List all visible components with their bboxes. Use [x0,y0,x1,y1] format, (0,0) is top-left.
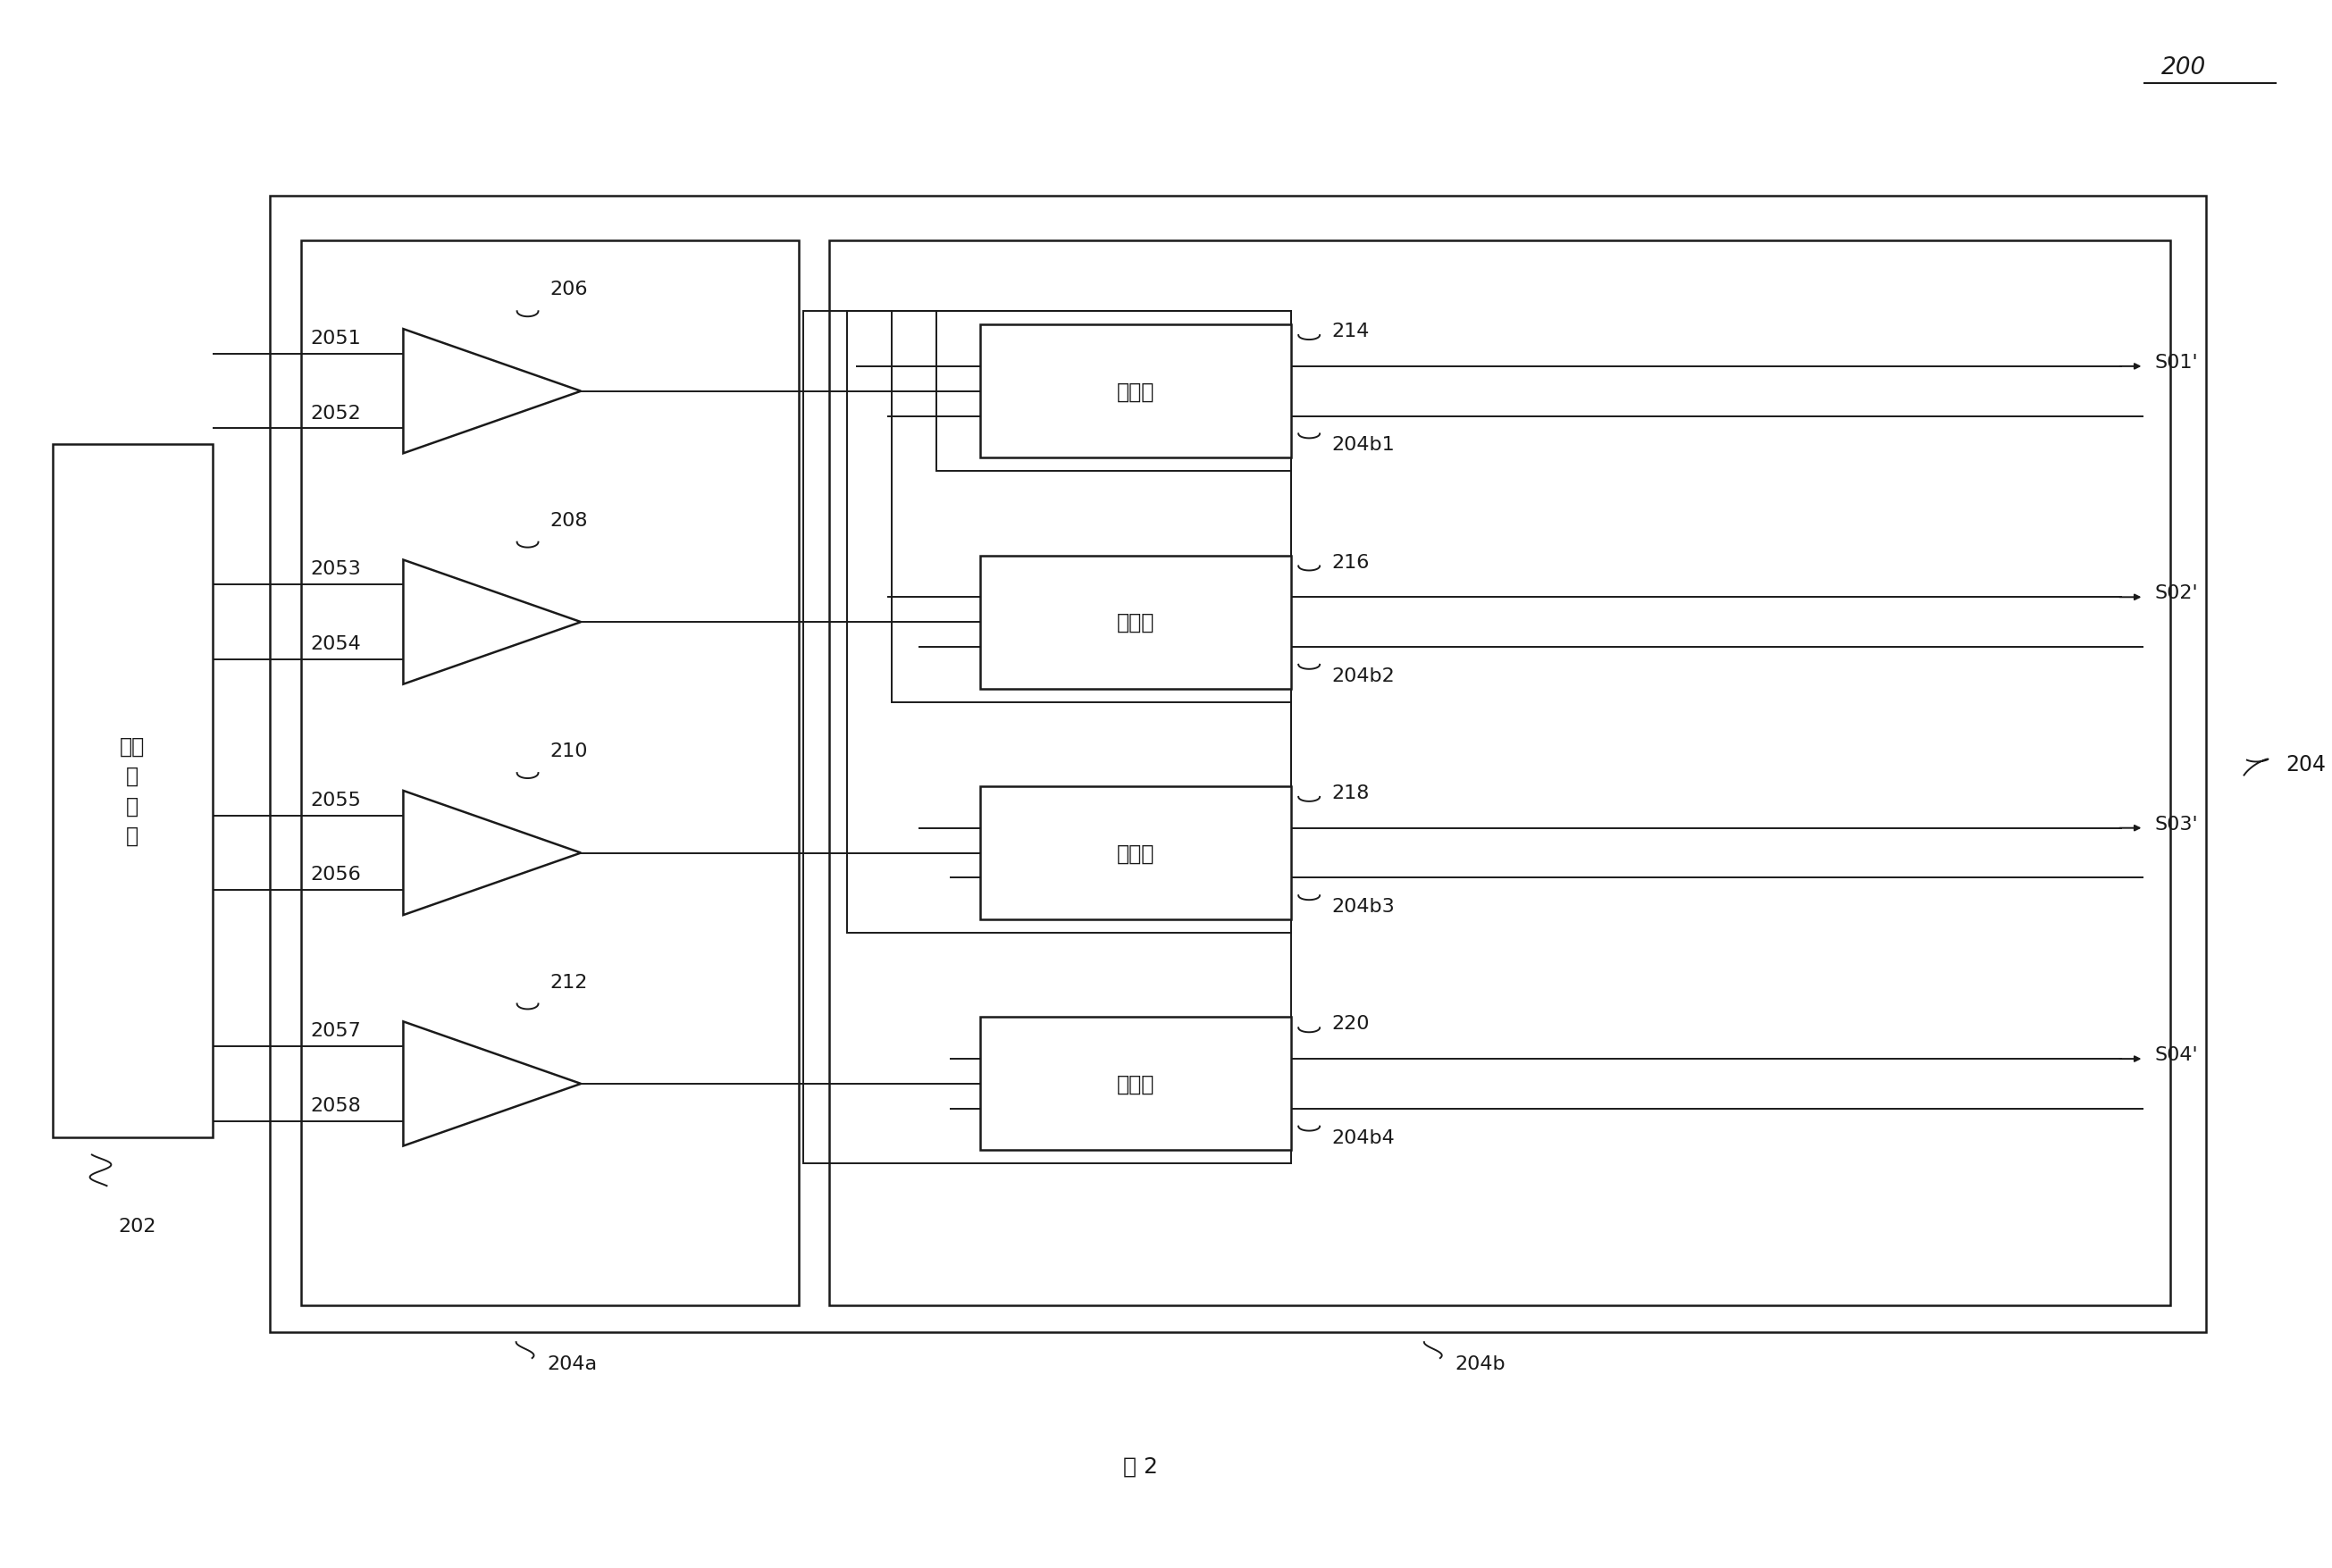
Text: 204: 204 [2285,754,2325,775]
Text: 206: 206 [550,281,588,298]
Text: 图 2: 图 2 [1124,1455,1157,1477]
Text: 202: 202 [119,1217,156,1236]
Bar [979,787,1292,920]
Text: 寄存器: 寄存器 [1117,842,1154,864]
Text: 216: 216 [1332,554,1369,571]
Bar [271,196,2206,1333]
Text: 208: 208 [550,511,588,530]
Bar [891,312,1292,702]
Bar [979,557,1292,688]
Text: 218: 218 [1332,784,1369,801]
Text: 2053: 2053 [310,560,361,579]
Bar [935,312,1292,472]
Text: S04': S04' [2155,1046,2199,1063]
Bar [301,241,798,1306]
Text: S03': S03' [2155,815,2199,833]
Text: 204b1: 204b1 [1332,436,1395,453]
Text: 204b4: 204b4 [1332,1129,1395,1146]
Text: 210: 210 [550,742,588,760]
Text: 2057: 2057 [310,1022,361,1040]
Text: 204a: 204a [548,1355,597,1372]
Text: 204b: 204b [1455,1355,1506,1372]
Bar [54,445,212,1137]
Text: 2056: 2056 [310,866,361,883]
Text: 204b3: 204b3 [1332,897,1395,916]
Bar [830,241,2171,1306]
Text: 寄存器: 寄存器 [1117,1073,1154,1094]
Text: S01': S01' [2155,353,2199,372]
Text: 2054: 2054 [310,635,361,652]
Text: 寄存器: 寄存器 [1117,381,1154,403]
Text: 2058: 2058 [310,1096,361,1115]
Text: S02': S02' [2155,585,2199,602]
Bar [847,312,1292,933]
Text: 212: 212 [550,972,588,991]
Text: 204b2: 204b2 [1332,666,1395,685]
Text: 200: 200 [2162,56,2206,80]
Text: 2051: 2051 [310,329,361,348]
Text: 寄存器: 寄存器 [1117,612,1154,633]
Text: 220: 220 [1332,1014,1369,1033]
Text: 时序
控
制
器: 时序 控 制 器 [119,735,145,847]
Text: 2052: 2052 [310,405,361,422]
Bar [802,312,1292,1163]
Text: 2055: 2055 [310,790,361,809]
Bar [979,325,1292,458]
Bar [979,1018,1292,1151]
Text: 214: 214 [1332,323,1369,340]
